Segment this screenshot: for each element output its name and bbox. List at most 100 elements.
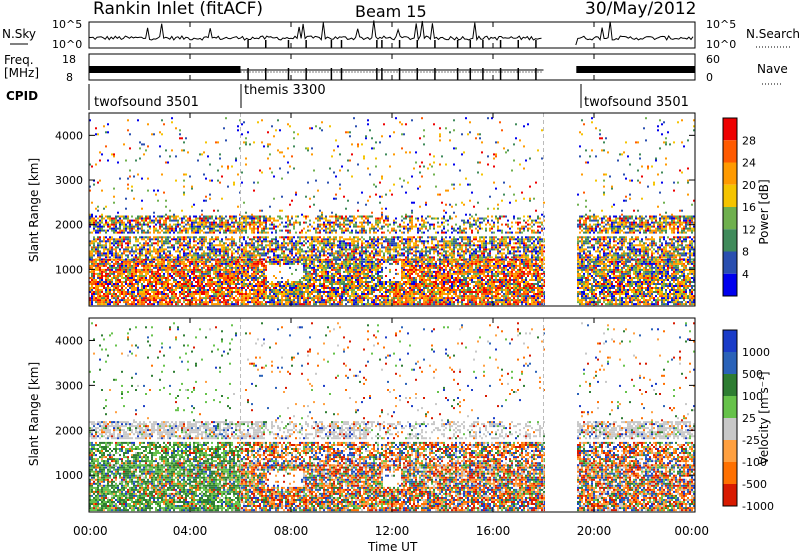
heatmap-cell	[357, 216, 359, 218]
heatmap-cell	[231, 258, 233, 260]
heatmap-cell	[301, 277, 303, 279]
heatmap-cell	[191, 291, 193, 293]
heatmap-cell	[349, 226, 351, 228]
heatmap-cell	[187, 252, 189, 254]
heatmap-cell	[355, 271, 357, 273]
heatmap-cell	[113, 240, 115, 242]
heatmap-cell	[165, 303, 167, 305]
heatmap-cell	[347, 289, 349, 291]
heatmap-cell	[153, 232, 155, 234]
heatmap-cell	[285, 281, 287, 283]
heatmap-cell	[223, 297, 225, 299]
heatmap-cell	[201, 297, 203, 299]
heatmap-cell	[131, 248, 133, 250]
heatmap-cell	[97, 250, 99, 252]
heatmap-cell	[201, 301, 203, 303]
heatmap-cell	[281, 210, 283, 212]
heatmap-cell	[293, 263, 295, 265]
heatmap-cell	[143, 224, 145, 226]
heatmap-cell	[355, 293, 357, 295]
heatmap-cell	[237, 263, 239, 265]
heatmap-cell	[115, 269, 117, 271]
heatmap-cell	[95, 240, 97, 242]
heatmap-cell	[315, 248, 317, 250]
heatmap-cell	[243, 230, 245, 232]
heatmap-cell	[253, 258, 255, 260]
heatmap-cell	[177, 238, 179, 240]
heatmap-cell	[329, 297, 331, 299]
heatmap-cell	[129, 263, 131, 265]
heatmap-cell	[301, 283, 303, 285]
heatmap-cell	[119, 222, 121, 224]
heatmap-cell	[327, 220, 329, 222]
heatmap-cell	[305, 291, 307, 293]
heatmap-cell	[193, 265, 195, 267]
heatmap-cell	[159, 279, 161, 281]
heatmap-cell	[317, 256, 319, 258]
heatmap-cell	[283, 259, 285, 261]
heatmap-cell	[273, 220, 275, 222]
heatmap-cell	[151, 258, 153, 260]
heatmap-cell	[205, 275, 207, 277]
heatmap-cell	[307, 279, 309, 281]
heatmap-cell	[165, 265, 167, 267]
heatmap-cell	[235, 283, 237, 285]
heatmap-cell	[203, 293, 205, 295]
heatmap-cell	[163, 232, 165, 234]
heatmap-cell	[215, 271, 217, 273]
heatmap-cell	[211, 246, 213, 248]
heatmap-cell	[139, 216, 141, 218]
heatmap-cell	[181, 244, 183, 246]
heatmap-cell	[245, 242, 247, 244]
heatmap-cell	[155, 281, 157, 283]
heatmap-cell	[349, 267, 351, 269]
heatmap-cell	[337, 295, 339, 297]
heatmap-cell	[121, 244, 123, 246]
heatmap-cell	[127, 254, 129, 256]
heatmap-cell	[215, 285, 217, 287]
heatmap-cell	[127, 256, 129, 258]
heatmap-cell	[321, 265, 323, 267]
heatmap-cell	[163, 258, 165, 260]
heatmap-cell	[319, 236, 321, 238]
heatmap-cell	[101, 271, 103, 273]
heatmap-cell	[217, 180, 219, 182]
heatmap-cell	[125, 226, 127, 228]
heatmap-cell	[233, 258, 235, 260]
heatmap-cell	[163, 248, 165, 250]
heatmap-cell	[177, 254, 179, 256]
heatmap-cell	[315, 238, 317, 240]
heatmap-cell	[107, 269, 109, 271]
heatmap-cell	[257, 250, 259, 252]
heatmap-cell	[353, 303, 355, 305]
heatmap-cell	[277, 281, 279, 283]
heatmap-cell	[225, 220, 227, 222]
heatmap-cell	[177, 226, 179, 228]
heatmap-cell	[321, 259, 323, 261]
heatmap-cell	[179, 240, 181, 242]
heatmap-cell	[235, 267, 237, 269]
heatmap-cell	[277, 149, 279, 151]
heatmap-cell	[175, 250, 177, 252]
heatmap-cell	[227, 263, 229, 265]
heatmap-cell	[353, 267, 355, 269]
heatmap-cell	[261, 297, 263, 299]
heatmap-cell	[243, 265, 245, 267]
heatmap-cell	[205, 236, 207, 238]
heatmap-cell	[333, 269, 335, 271]
heatmap-cell	[121, 232, 123, 234]
heatmap-cell	[119, 232, 121, 234]
heatmap-cell	[255, 222, 257, 224]
heatmap-cell	[121, 275, 123, 277]
heatmap-cell	[335, 289, 337, 291]
heatmap-cell	[331, 297, 333, 299]
heatmap-cell	[201, 269, 203, 271]
heatmap-cell	[241, 230, 243, 232]
heatmap-cell	[159, 267, 161, 269]
heatmap-cell	[363, 275, 365, 277]
heatmap-cell	[197, 242, 199, 244]
heatmap-cell	[327, 182, 329, 184]
heatmap-cell	[315, 244, 317, 246]
heatmap-cell	[317, 250, 319, 252]
heatmap-cell	[183, 283, 185, 285]
